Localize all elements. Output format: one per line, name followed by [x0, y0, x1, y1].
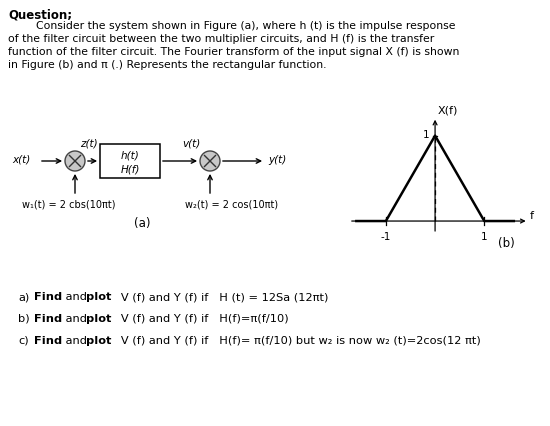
- Text: Find: Find: [34, 313, 62, 323]
- Text: 1: 1: [422, 130, 429, 140]
- Text: 1: 1: [481, 232, 488, 242]
- Text: h(t): h(t): [120, 151, 139, 161]
- Text: function of the filter circuit. The Fourier transform of the input signal X (f) : function of the filter circuit. The Four…: [8, 47, 459, 57]
- Text: x(t): x(t): [12, 155, 30, 164]
- Text: X(f): X(f): [438, 105, 458, 115]
- Text: plot: plot: [86, 335, 111, 345]
- Text: and: and: [62, 335, 91, 345]
- Text: V (f) and Y (f) if   H(f)=π(f/10): V (f) and Y (f) if H(f)=π(f/10): [110, 313, 289, 323]
- Text: and: and: [62, 313, 91, 323]
- Circle shape: [65, 152, 85, 172]
- Text: in Figure (b) and π (.) Represents the rectangular function.: in Figure (b) and π (.) Represents the r…: [8, 60, 327, 70]
- Text: -1: -1: [381, 232, 391, 242]
- Text: v(t): v(t): [182, 138, 200, 148]
- Text: a): a): [18, 291, 29, 301]
- Text: b): b): [18, 313, 30, 323]
- Text: plot: plot: [86, 313, 111, 323]
- Text: plot: plot: [86, 291, 111, 301]
- Text: V (f) and Y (f) if   H(f)= π(f/10) but w₂ is now w₂ (t)=2cos(12 πt): V (f) and Y (f) if H(f)= π(f/10) but w₂ …: [110, 335, 481, 345]
- Text: y(t): y(t): [268, 155, 286, 164]
- Text: (a): (a): [134, 216, 151, 230]
- Text: Consider the system shown in Figure (a), where h (t) is the impulse response: Consider the system shown in Figure (a),…: [8, 21, 455, 31]
- Text: of the filter circuit between the two multiplier circuits, and H (f) is the tran: of the filter circuit between the two mu…: [8, 34, 434, 44]
- Text: w₂(t) = 2 cos(10πt): w₂(t) = 2 cos(10πt): [185, 199, 278, 210]
- Text: Find: Find: [34, 291, 62, 301]
- Text: (b): (b): [498, 236, 515, 249]
- Text: and: and: [62, 291, 91, 301]
- Circle shape: [200, 152, 220, 172]
- Text: Question;: Question;: [8, 8, 72, 21]
- Text: c): c): [18, 335, 29, 345]
- FancyBboxPatch shape: [100, 145, 160, 178]
- Text: H(f): H(f): [120, 164, 140, 173]
- Text: V (f) and Y (f) if   H (t) = 12Sa (12πt): V (f) and Y (f) if H (t) = 12Sa (12πt): [110, 291, 328, 301]
- Text: f: f: [530, 210, 534, 221]
- Text: w₁(t) = 2 cbs(10πt): w₁(t) = 2 cbs(10πt): [22, 199, 115, 210]
- Text: Find: Find: [34, 335, 62, 345]
- Text: z(t): z(t): [80, 138, 98, 148]
